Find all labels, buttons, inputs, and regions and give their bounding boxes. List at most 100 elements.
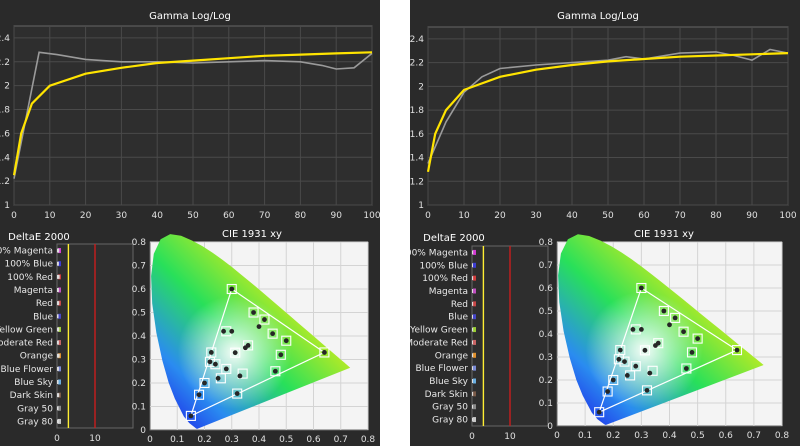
- gamma-x-tick-label: 20: [494, 211, 506, 221]
- deltae-bar: [472, 276, 474, 281]
- cie-target-square: [243, 340, 254, 351]
- gamma-target-curve: [426, 52, 789, 173]
- cie-measured-point: [617, 347, 623, 353]
- deltae-category-swatch: [473, 262, 476, 268]
- deltae-category-swatch: [58, 300, 61, 306]
- cie-measured-point: [221, 328, 226, 334]
- cie-target-square: [731, 345, 743, 356]
- gamma-x-tick-label: 100: [779, 211, 796, 221]
- deltae-bar: [472, 289, 473, 293]
- gamma-x-tick-label: 20: [80, 211, 92, 221]
- gamma-x-tick-label: 40: [151, 211, 163, 221]
- cie-target-square: [237, 368, 248, 379]
- deltae-category-label: Blue: [448, 313, 468, 323]
- deltae-bar: [472, 263, 473, 268]
- deltae-category-swatch: [473, 352, 476, 358]
- cie-measured-point: [234, 391, 240, 396]
- deltae-bar: [57, 340, 59, 345]
- deltae-category-swatch: [473, 378, 476, 384]
- gamma-x-tick-label: 40: [566, 211, 578, 221]
- cie-y-tick-label: 0.6: [132, 285, 147, 295]
- cie-measured-point: [322, 350, 327, 355]
- calibration-panel-left: Gamma Log/Log DeltaE 2000 CIE 1931 xy 1 1…: [0, 0, 380, 446]
- cie-x-tick-label: 0: [554, 431, 560, 441]
- deltae-category-swatch: [58, 405, 61, 411]
- deltae-bar: [57, 419, 59, 424]
- deltae-category-swatch: [58, 379, 61, 385]
- cie-target-square: [281, 335, 292, 346]
- cie-target-square: [658, 305, 669, 317]
- cie-measured-point: [683, 366, 689, 371]
- cie-target-square: [619, 356, 630, 367]
- deltae-category-label: Blue Flower: [415, 364, 468, 374]
- cie-target-square: [248, 307, 259, 318]
- deltae-category-label: 100% Blue: [419, 261, 468, 271]
- cie-target-square: [226, 283, 237, 295]
- deltae-chart-title: DeltaE 2000: [423, 233, 485, 244]
- cie-measured-point: [661, 308, 667, 314]
- cie-measured-point: [237, 373, 243, 379]
- gamma-x-tick-label: 0: [425, 211, 431, 221]
- deltae-bar: [57, 248, 60, 253]
- gamma-y-tick-label: 2: [418, 82, 424, 92]
- deltae-x-tick-label: 10: [89, 434, 101, 444]
- cie-y-tick-label: 0.5: [132, 309, 146, 319]
- cie-x-tick-label: 0.1: [170, 435, 184, 445]
- deltae-bar: [57, 314, 59, 319]
- deltae-category-label: Gray 80: [17, 417, 53, 427]
- deltae-category-swatch: [473, 327, 476, 333]
- deltae-category-label: 100% Red: [422, 274, 468, 284]
- deltae-category-label: Moderate Red: [0, 339, 53, 349]
- deltae-bar: [472, 404, 473, 409]
- cie-measured-point: [695, 336, 701, 341]
- deltae-bar: [57, 274, 60, 279]
- deltae-bar: [57, 406, 59, 411]
- gamma-y-tick-label: 1.8: [0, 106, 10, 116]
- gamma-x-tick-label: 70: [674, 211, 686, 221]
- deltae-bar: [472, 379, 473, 383]
- gamma-x-tick-label: 100: [363, 211, 380, 221]
- cie-y-tick-label: 0.8: [132, 238, 147, 248]
- deltae-category-label: Yellow Green: [0, 325, 53, 335]
- gamma-y-tick-label: 1.4: [0, 153, 10, 163]
- cie-x-tick-label: 0.5: [690, 431, 704, 441]
- cie-measured-point: [229, 328, 235, 334]
- cie-measured-point: [689, 350, 695, 355]
- cie-x-tick-label: 0: [147, 435, 153, 445]
- deltae-category-swatch: [58, 326, 61, 332]
- cie-y-tick-label: 0.2: [539, 376, 553, 386]
- deltae-category-swatch: [473, 365, 476, 371]
- cie-target-square: [210, 359, 221, 370]
- deltae-category-label: Gray 50: [432, 403, 468, 413]
- cie-y-tick-label: 0: [140, 426, 146, 436]
- cie-y-tick-label: 0.1: [539, 399, 553, 409]
- cie-measured-point: [630, 327, 636, 332]
- deltae-category-swatch: [58, 248, 61, 254]
- gamma-chart-title: Gamma Log/Log: [149, 11, 231, 22]
- deltae-category-swatch: [473, 404, 476, 410]
- cie-y-tick-label: 0.4: [539, 330, 554, 340]
- gamma-x-tick-label: 50: [187, 211, 199, 221]
- gamma-y-tick-label: 1.2: [0, 177, 10, 187]
- cie-target-square: [647, 365, 658, 376]
- cie-measured-point: [196, 392, 202, 398]
- cie-x-tick-label: 0.4: [252, 435, 267, 445]
- deltae-category-label: Blue Flower: [0, 365, 53, 375]
- cie-y-tick-label: 0.1: [132, 403, 146, 413]
- deltae-bar: [472, 327, 474, 332]
- cie-target-square: [267, 328, 278, 339]
- cie-measured-point: [270, 331, 276, 337]
- cie-x-tick-label: 0.3: [634, 431, 648, 441]
- deltae-category-label: 100% Blue: [4, 260, 53, 270]
- deltae-category-label: Magenta: [429, 287, 468, 297]
- cie-measured-point: [667, 322, 672, 328]
- deltae-category-label: Orange: [20, 352, 54, 362]
- deltae-category-label: Dark Skin: [10, 391, 53, 401]
- deltae-category-swatch: [58, 392, 61, 398]
- cie-target-square: [204, 356, 215, 367]
- deltae-bar: [57, 353, 60, 358]
- cie-measured-point: [223, 366, 229, 372]
- cie-measured-point: [251, 310, 256, 315]
- deltae-x-tick-label: 0: [469, 432, 475, 442]
- gamma-x-tick-label: 30: [530, 211, 542, 221]
